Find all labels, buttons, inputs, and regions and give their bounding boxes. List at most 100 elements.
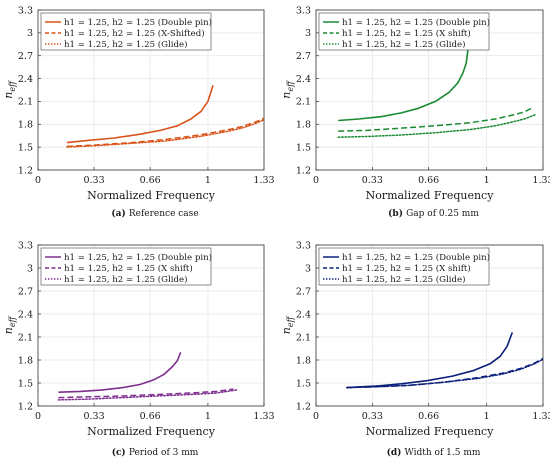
- panel-caption: (c) Period of 3 mm: [112, 447, 199, 458]
- x-axis-label: Normalized Frequency: [366, 189, 495, 202]
- legend-label: h1 = 1.25, h2 = 1.25 (X-Shifted): [64, 28, 205, 39]
- x-tick-label: 1: [205, 175, 211, 186]
- legend-box: [40, 12, 212, 51]
- x-tick-label: 1.33: [253, 175, 274, 186]
- legend-label: h1 = 1.25, h2 = 1.25 (Double pin): [64, 17, 212, 28]
- y-tick-label: 2.7: [296, 51, 311, 62]
- x-tick-label: 1.33: [532, 411, 550, 422]
- x-tick-label: 0.66: [140, 411, 161, 422]
- plot-area-frame: [37, 244, 265, 407]
- chart-panel-b: 1.2 1.5 1.8 2.1 2.4 2.7 3 3.3 0 0.33 0.66 1 1.33 Norm…: [280, 5, 550, 219]
- legend-label: h1 = 1.25, h2 = 1.25 (X shift): [342, 28, 471, 39]
- x-tick-label: 1.33: [532, 175, 550, 186]
- x-tick-label: 1: [484, 411, 490, 422]
- y-axis-label: neff: [280, 315, 295, 334]
- chart-panel-a: 1.2 1.5 1.8 2.1 2.4 2.7 3 3.3 0 0.33 0.66 1 1.33 Norm…: [2, 5, 275, 219]
- series-line-dashed: [58, 388, 234, 399]
- y-tick-label: 2.7: [18, 286, 33, 297]
- y-axis-label: neff: [2, 80, 17, 99]
- y-tick-label: 3.3: [296, 5, 311, 16]
- y-tick-label: 2.1: [18, 97, 33, 108]
- plot-area-frame: [315, 9, 544, 171]
- y-tick-label: 1.8: [18, 355, 33, 366]
- y-tick-label: 2.7: [18, 51, 33, 62]
- y-tick-label: 3: [305, 28, 311, 39]
- y-tick-label: 2.1: [296, 97, 311, 108]
- x-tick-label: 0.33: [83, 175, 104, 186]
- x-tick-label: 0.33: [362, 175, 383, 186]
- y-tick-label: 2.4: [18, 74, 33, 85]
- series-line-dotted: [57, 389, 238, 401]
- series-line-dashed: [66, 117, 265, 148]
- x-axis-label: Normalized Frequency: [87, 425, 216, 438]
- plot-area-frame: [315, 244, 544, 407]
- y-axis-label: neff: [280, 80, 295, 99]
- x-tick-label: 0.33: [362, 411, 383, 422]
- x-tick-label: 1: [205, 411, 211, 422]
- x-tick-label: 0: [35, 175, 41, 186]
- panel-caption: (a) Reference case: [111, 208, 198, 219]
- x-tick-label: 0.66: [418, 411, 439, 422]
- y-tick-label: 2.4: [296, 309, 311, 320]
- legend-label: h1 = 1.25, h2 = 1.25 (X shift): [342, 263, 471, 274]
- y-tick-label: 1.2: [296, 401, 311, 412]
- legend-label: h1 = 1.25, h2 = 1.25 (Glide): [342, 274, 465, 285]
- series-line-solid: [338, 49, 469, 122]
- y-tick-label: 2.1: [18, 332, 33, 343]
- y-tick-label: 1.5: [296, 142, 311, 153]
- y-tick-label: 2.1: [296, 332, 311, 343]
- legend-label: h1 = 1.25, h2 = 1.25 (Double pin): [342, 17, 490, 28]
- y-tick-label: 2.7: [296, 286, 311, 297]
- x-tick-label: 0: [35, 411, 41, 422]
- panel-caption: (b) Gap of 0.25 mm: [388, 208, 479, 219]
- x-tick-label: 0.33: [83, 411, 104, 422]
- legend-label: h1 = 1.25, h2 = 1.25 (Glide): [64, 274, 187, 285]
- series-line-dotted: [345, 358, 544, 389]
- series-line-dotted: [337, 113, 537, 138]
- y-tick-label: 3.3: [18, 5, 33, 16]
- x-axis-label: Normalized Frequency: [366, 425, 495, 438]
- y-tick-label: 3: [305, 263, 311, 274]
- plot-area-frame: [37, 9, 265, 171]
- y-tick-label: 1.2: [296, 165, 311, 176]
- y-tick-label: 3: [27, 28, 33, 39]
- y-tick-label: 1.8: [296, 355, 311, 366]
- series-line-solid: [346, 332, 514, 389]
- y-tick-label: 1.2: [18, 401, 33, 412]
- y-tick-label: 1.5: [18, 378, 33, 389]
- series-line-solid: [58, 352, 182, 393]
- series-line-solid: [66, 85, 214, 144]
- y-tick-label: 3: [27, 263, 33, 274]
- y-tick-label: 1.2: [18, 165, 33, 176]
- legend-label: h1 = 1.25, h2 = 1.25 (X shift): [64, 263, 193, 274]
- x-tick-label: 1.33: [253, 411, 274, 422]
- series-line-dashed: [338, 106, 534, 132]
- y-tick-label: 3.3: [296, 240, 311, 251]
- y-axis-label: neff: [2, 315, 17, 334]
- y-tick-label: 3.3: [18, 240, 33, 251]
- x-tick-label: 0.66: [418, 175, 439, 186]
- y-tick-label: 1.5: [296, 378, 311, 389]
- x-tick-label: 0.66: [140, 175, 161, 186]
- legend-label: h1 = 1.25, h2 = 1.25 (Glide): [64, 39, 187, 50]
- x-tick-label: 0: [313, 175, 319, 186]
- series-line-dotted: [66, 118, 265, 148]
- y-tick-label: 1.8: [296, 120, 311, 131]
- panel-caption: (d) Width of 1.5 mm: [387, 447, 481, 458]
- x-tick-label: 1: [484, 175, 490, 186]
- legend-box: [40, 247, 212, 286]
- legend-label: h1 = 1.25, h2 = 1.25 (Glide): [342, 39, 465, 50]
- y-tick-label: 1.5: [18, 142, 33, 153]
- legend-box: [318, 12, 490, 51]
- x-tick-label: 0: [313, 411, 319, 422]
- x-axis-label: Normalized Frequency: [87, 189, 216, 202]
- chart-panel-c: 1.2 1.5 1.8 2.1 2.4 2.7 3 3.3 0 0.33 0.66 1 1.33 Norm…: [2, 240, 275, 458]
- y-tick-label: 2.4: [18, 309, 33, 320]
- legend-label: h1 = 1.25, h2 = 1.25 (Double pin): [64, 252, 212, 263]
- y-tick-label: 1.8: [18, 120, 33, 131]
- legend-box: [318, 247, 490, 286]
- chart-panel-d: 1.2 1.5 1.8 2.1 2.4 2.7 3 3.3 0 0.33 0.66 1 1.33 Norm…: [280, 240, 550, 458]
- legend-label: h1 = 1.25, h2 = 1.25 (Double pin): [342, 252, 490, 263]
- y-tick-label: 2.4: [296, 74, 311, 85]
